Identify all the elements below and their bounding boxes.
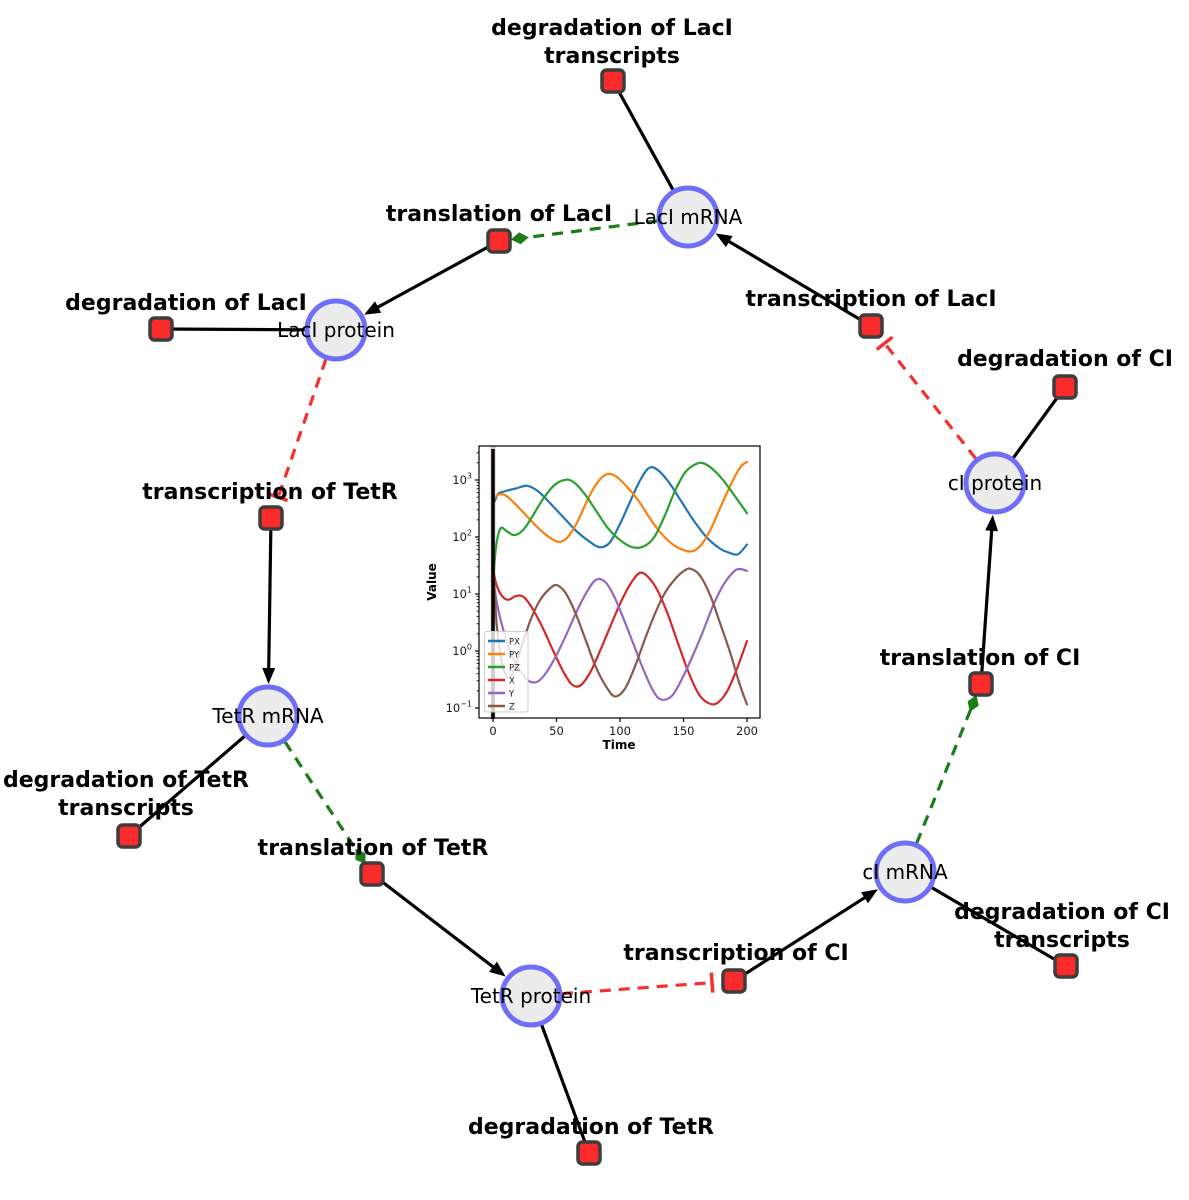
arrowhead-icon bbox=[489, 961, 506, 977]
species-label-cI_protein: cI protein bbox=[948, 471, 1042, 495]
reaction-node-transl_cI bbox=[968, 671, 994, 697]
edge-lacI_protein-deg_lacI bbox=[160, 327, 307, 332]
reaction-node-deg_tetR_tr bbox=[116, 823, 142, 849]
x-tick-label: 0 bbox=[489, 724, 496, 738]
legend-entry-X: X bbox=[509, 677, 515, 687]
edge-cI_mRNA-transl_cI bbox=[915, 709, 972, 844]
reaction-label-transcr_tetR: transcription of TetR bbox=[142, 480, 398, 505]
edges-layer bbox=[127, 80, 1067, 1154]
curve-PZ bbox=[492, 461, 749, 576]
reaction-node-deg_cI bbox=[1052, 374, 1078, 400]
curve-PY bbox=[493, 460, 749, 553]
edge-transl_lacI-lacI_protein bbox=[369, 239, 500, 313]
x-tick-label: 150 bbox=[673, 724, 695, 738]
reaction-node-transcr_lacI bbox=[858, 313, 884, 339]
reaction-label-deg_lacI_tr: transcripts bbox=[544, 44, 680, 69]
x-tick-label: 100 bbox=[609, 724, 631, 738]
edge-tetR_protein-transcr_cI bbox=[561, 981, 711, 996]
reaction-node-transcr_cI bbox=[721, 968, 747, 994]
reaction-label-deg_cI_tr: degradation of CI bbox=[954, 900, 1170, 925]
edge-lacI_protein-transcr_tetR bbox=[277, 358, 328, 496]
species-node-tetR_protein bbox=[499, 964, 563, 1028]
edge-tetR_mRNA-deg_tetR_tr bbox=[127, 734, 247, 838]
y-axis-ticks: 10−1 100 101 102 103 bbox=[446, 452, 479, 716]
edge-tetR_protein-deg_tetR bbox=[539, 1023, 591, 1154]
edge-lacI_mRNA-deg_lacI_tr bbox=[611, 80, 675, 192]
tbar-inhibitor-icon bbox=[268, 492, 289, 503]
legend-entry-Z: Z bbox=[509, 703, 515, 713]
reaction-node-transl_lacI bbox=[486, 228, 512, 254]
reaction-label-deg_tetR_tr: transcripts bbox=[58, 796, 194, 821]
edge-transcr_tetR-tetR_mRNA bbox=[266, 517, 273, 678]
edge-transl_tetR-tetR_protein bbox=[371, 872, 502, 974]
reaction-label-deg_cI_tr: transcripts bbox=[994, 928, 1130, 953]
edge-tetR_mRNA-transl_tetR bbox=[283, 741, 358, 852]
reaction-label-deg_cI: degradation of CI bbox=[957, 347, 1173, 372]
reaction-node-deg_lacI bbox=[148, 316, 174, 342]
reaction-node-transl_tetR bbox=[359, 861, 385, 887]
species-node-cI_protein bbox=[963, 451, 1027, 515]
y-tick-label: 102 bbox=[452, 529, 472, 545]
curve-X bbox=[492, 571, 749, 706]
plot-legend: PX PY PZ XYZ bbox=[484, 631, 529, 713]
diamond-arrowhead-icon bbox=[355, 848, 366, 864]
species-label-lacI_protein: LacI protein bbox=[277, 318, 395, 342]
reaction-label-transl_tetR: translation of TetR bbox=[258, 836, 489, 861]
legend-entry-PX: PX bbox=[509, 638, 520, 648]
edge-lacI_mRNA-transl_lacI bbox=[526, 219, 658, 240]
arrowhead-icon bbox=[861, 889, 878, 904]
species-label-tetR_protein: TetR protein bbox=[470, 984, 591, 1008]
edge-transcr_cI-cI_mRNA bbox=[733, 891, 873, 983]
species-label-cI_mRNA: cI mRNA bbox=[862, 860, 948, 884]
x-tick-label: 50 bbox=[549, 724, 564, 738]
species-node-tetR_mRNA bbox=[236, 684, 300, 748]
species-node-cI_mRNA bbox=[873, 840, 937, 904]
y-tick-label: 101 bbox=[452, 586, 472, 602]
edge-cI_protein-transcr_lacI bbox=[884, 343, 978, 460]
reaction-node-deg_cI_tr bbox=[1053, 953, 1079, 979]
edge-transl_cI-cI_protein bbox=[979, 521, 994, 685]
species-label-lacI_mRNA: LacI mRNA bbox=[634, 205, 743, 229]
timeseries-plot: 0 50 100 150 200 10−1 100 101 102 103 PX PY PZ XYZ bbox=[446, 445, 761, 738]
x-axis-title: Time bbox=[603, 738, 636, 752]
reaction-node-deg_tetR bbox=[576, 1140, 602, 1166]
y-tick-label: 100 bbox=[452, 643, 472, 659]
reaction-node-deg_lacI_tr bbox=[600, 68, 626, 94]
x-tick-label: 200 bbox=[736, 724, 758, 738]
y-tick-label: 10−1 bbox=[446, 700, 472, 716]
nodes-layer bbox=[116, 68, 1079, 1166]
species-node-lacI_protein bbox=[304, 298, 368, 362]
labels-layer: LacI mRNA LacI protein TetR mRNA TetR prote… bbox=[3, 16, 1173, 1140]
tbar-inhibitor-icon bbox=[709, 972, 715, 993]
legend-entry-PZ: PZ bbox=[509, 664, 520, 674]
reaction-label-deg_lacI_tr: degradation of LacI bbox=[491, 16, 733, 41]
arrowhead-icon bbox=[715, 233, 733, 248]
y-axis-title: Value bbox=[425, 563, 439, 601]
edge-cI_mRNA-deg_cI_tr bbox=[930, 885, 1067, 968]
reaction-label-transcr_lacI: transcription of LacI bbox=[745, 287, 996, 312]
reaction-label-transcr_cI: transcription of CI bbox=[623, 941, 848, 966]
y-tick-label: 103 bbox=[452, 472, 472, 488]
x-axis-ticks: 0 50 100 150 200 bbox=[489, 718, 758, 738]
legend-entry-Y: Y bbox=[508, 690, 515, 700]
arrowhead-icon bbox=[985, 514, 999, 532]
reaction-label-deg_tetR_tr: degradation of TetR bbox=[3, 768, 249, 793]
species-node-lacI_mRNA bbox=[656, 185, 720, 249]
reaction-label-deg_lacI: degradation of LacI bbox=[65, 291, 307, 316]
arrowhead-icon bbox=[262, 667, 276, 684]
reaction-node-transcr_tetR bbox=[258, 505, 284, 531]
reaction-label-transl_lacI: translation of LacI bbox=[386, 202, 612, 227]
edge-transcr_lacI-lacI_mRNA bbox=[720, 235, 872, 328]
reaction-label-transl_cI: translation of CI bbox=[880, 646, 1081, 671]
legend-entry-PY: PY bbox=[509, 651, 520, 661]
diamond-arrowhead-icon bbox=[510, 232, 529, 245]
arrowhead-icon bbox=[364, 301, 382, 315]
diamond-arrowhead-icon bbox=[967, 695, 979, 712]
tbar-inhibitor-icon bbox=[875, 335, 894, 351]
reaction-label-deg_tetR: degradation of TetR bbox=[468, 1115, 714, 1140]
species-label-tetR_mRNA: TetR mRNA bbox=[211, 704, 324, 728]
